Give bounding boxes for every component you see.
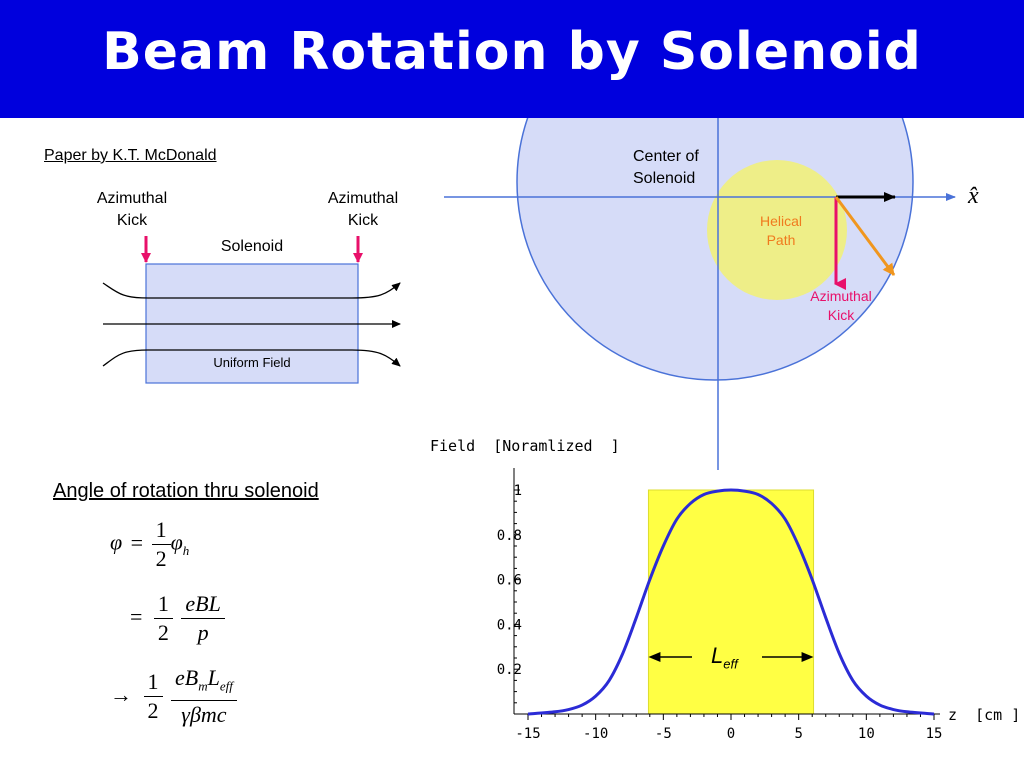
- slide-title: Beam Rotation by Solenoid: [102, 22, 922, 82]
- field-profile-chart: -15 -10 -5 0 5 10 15 0.2 0.4 0.6 0.8 1: [497, 468, 943, 742]
- x-tick-label: -10: [583, 726, 608, 742]
- chart-title: Field [Noramlized ]: [430, 437, 620, 455]
- x-tick-label: 0: [727, 726, 735, 742]
- leff-label: Leff: [711, 643, 738, 672]
- x-tick-label: -5: [655, 726, 672, 742]
- lower-beam-trajectory: [102, 349, 401, 367]
- helical-path-circle: [707, 160, 847, 300]
- leff-arrowhead-left: [648, 652, 661, 662]
- resultant-arrow: [834, 196, 896, 276]
- x-tick-label: -15: [515, 726, 540, 742]
- leff-arrowhead-right: [801, 652, 814, 662]
- chart-x-label: z [cm ]: [948, 706, 1021, 724]
- y-tick-label: 0.8: [497, 528, 522, 544]
- x-tick-label: 5: [794, 726, 802, 742]
- y-tick-label: 0.2: [497, 662, 522, 678]
- center-of-solenoid-label: Center of Solenoid: [633, 148, 699, 187]
- helical-path-label: Helical Path: [759, 213, 802, 248]
- x-tick-label: 10: [858, 726, 875, 742]
- leff-region: [647, 489, 815, 715]
- y-tick-label: 0.6: [497, 573, 522, 589]
- cross-section-group: [516, 118, 914, 470]
- paper-reference: Paper by K.T. McDonald: [44, 147, 217, 164]
- title-bar: [0, 0, 1024, 118]
- solenoid-label: Solenoid: [220, 238, 284, 255]
- x-hat-symbol: x̂: [968, 183, 979, 209]
- rotation-heading: Angle of rotation thru solenoid: [53, 480, 319, 502]
- y-tick-label: 1: [514, 483, 522, 499]
- equation-line-1: φ = 1 2 φh: [110, 517, 190, 571]
- y-tick-label: 0.4: [497, 617, 522, 633]
- upper-beam-trajectory: [102, 282, 401, 299]
- cross-section-kick-label: Azimuthal Kick: [810, 288, 872, 323]
- field-curve: [527, 488, 935, 716]
- x-tick-label: 15: [926, 726, 943, 742]
- left-kick-label: Azimuthal Kick: [96, 190, 168, 229]
- right-kick-label: Azimuthal Kick: [327, 190, 399, 229]
- uniform-field-label: Uniform Field: [213, 355, 291, 370]
